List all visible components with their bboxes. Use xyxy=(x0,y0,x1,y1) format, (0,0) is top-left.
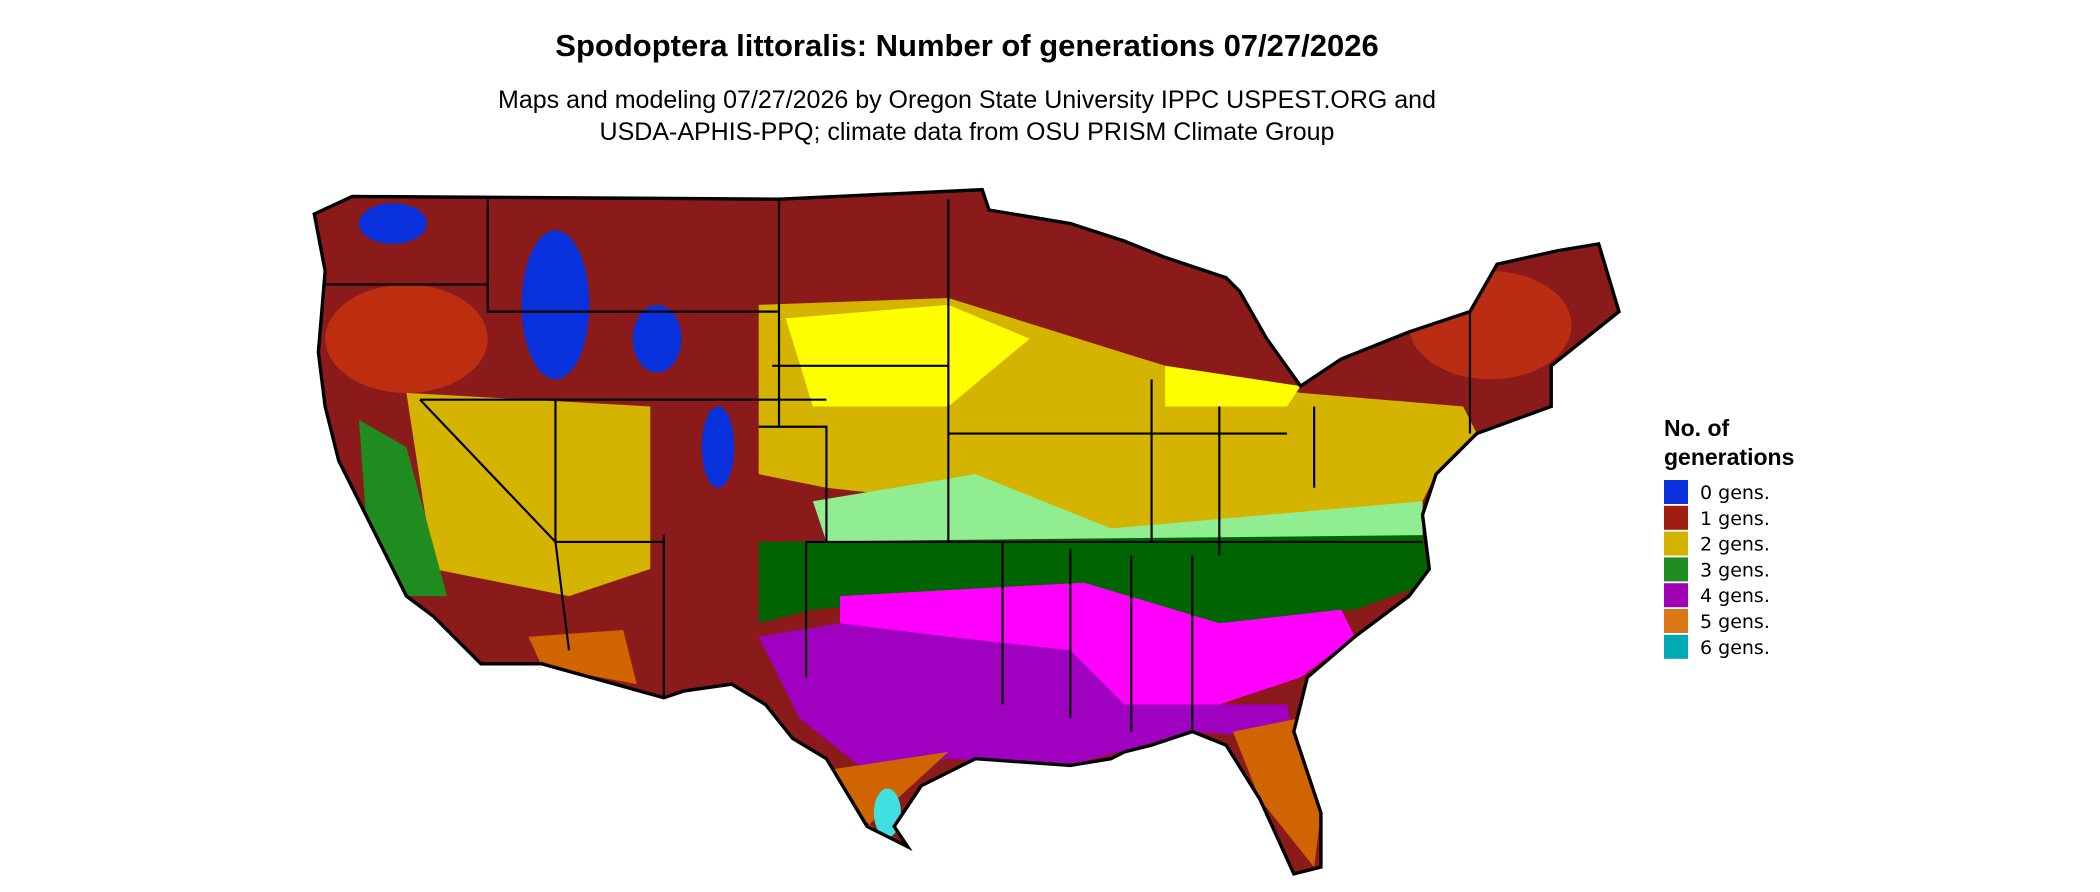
map-subtitle: USDA-APHIS-PPQ; climate data from OSU PR… xyxy=(600,118,1335,146)
state-borders xyxy=(325,199,1472,732)
legend-label: 4 gens. xyxy=(1700,585,1770,607)
legend-label: 0 gens. xyxy=(1700,482,1770,504)
map-title: Spodoptera littoralis: Number of generat… xyxy=(555,28,1378,63)
legend-swatch xyxy=(1664,505,1688,530)
region-0-gen xyxy=(521,230,590,380)
region-patch xyxy=(1165,365,1301,407)
legend-swatch xyxy=(1664,557,1688,582)
region-5-gen xyxy=(1232,718,1321,868)
region-0-gen xyxy=(701,406,735,488)
region-patch xyxy=(812,474,1423,542)
region-0-gen xyxy=(359,203,427,244)
legend-title: generations xyxy=(1664,444,1794,470)
region-5-gen xyxy=(528,629,637,685)
legend-swatch xyxy=(1664,609,1688,633)
region-patch xyxy=(325,284,488,393)
legend: 0 gens. 1 gens. 2 gens. 3 gens. 4 gens. 5 gen… xyxy=(1664,480,1770,659)
region-3-gen xyxy=(359,419,448,597)
legend-swatch xyxy=(1664,583,1688,608)
region-2-gen xyxy=(406,392,651,597)
region-4-gen xyxy=(758,623,1294,773)
legend-swatch xyxy=(1664,634,1688,659)
region-patch xyxy=(785,304,1030,407)
us-outline xyxy=(312,187,1621,876)
legend-label: 6 gens. xyxy=(1700,637,1770,659)
region-0-gen xyxy=(632,304,682,373)
us-map xyxy=(312,187,1621,876)
legend-label: 2 gens. xyxy=(1700,534,1770,556)
legend-label: 3 gens. xyxy=(1700,559,1770,581)
legend-title: No. of xyxy=(1664,415,1729,441)
legend-label: 5 gens. xyxy=(1700,611,1770,633)
legend-label: 1 gens. xyxy=(1700,508,1770,530)
region-3-gen xyxy=(758,535,1430,624)
map-subtitle: Maps and modeling 07/27/2026 by Oregon S… xyxy=(498,86,1436,114)
legend-swatch xyxy=(1664,531,1688,556)
legend-swatch xyxy=(1664,480,1688,504)
